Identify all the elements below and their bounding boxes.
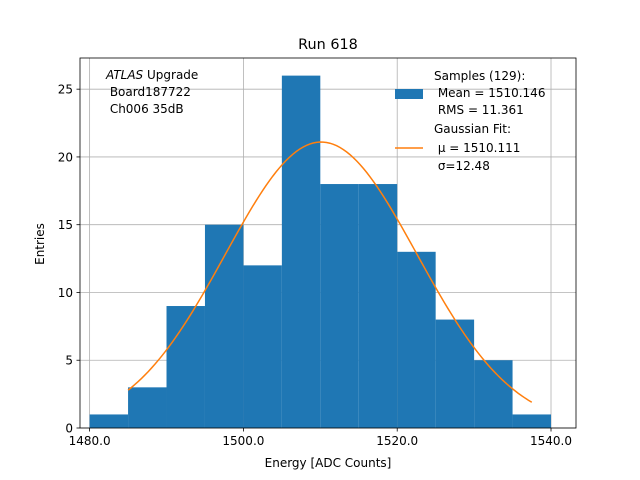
plot-frame: [79, 57, 577, 429]
annotation-upgrade: Upgrade: [143, 68, 198, 82]
histogram-bar: [89, 414, 129, 428]
annotation-atlas: ATLAS: [105, 68, 144, 82]
legend-samples-line-2: Mean = 1510.146: [434, 86, 545, 100]
histogram-bar: [512, 414, 552, 428]
annotation-box: ATLAS Upgrade Board187722 Ch006 35dB: [105, 68, 198, 116]
legend-samples-line-1: Samples (129):: [434, 69, 525, 83]
y-tick-label: 10: [58, 286, 73, 300]
axes: 1480.0 1500.0 1520.0 1540.0 0 5 10 15 20 25: [58, 57, 577, 448]
histogram-bar: [204, 224, 244, 428]
y-tick-label: 25: [58, 83, 73, 97]
x-axis-label: Energy [ADC Counts]: [265, 456, 392, 470]
x-tick-label: 1480.0: [69, 434, 111, 448]
y-axis-label: Entries: [33, 223, 47, 265]
histogram-bar: [397, 251, 436, 428]
annotation-line-1: ATLAS Upgrade: [105, 68, 198, 82]
y-tick-label: 15: [58, 218, 73, 232]
legend: Samples (129): Mean = 1510.146 RMS = 11.…: [395, 69, 545, 173]
legend-fit-line-2: μ = 1510.111: [434, 141, 520, 155]
gaussian-fit: [127, 141, 533, 403]
histogram-bar: [320, 184, 359, 428]
x-tick-label: 1520.0: [376, 434, 418, 448]
histogram-bar: [243, 265, 282, 428]
gaussian-fit-curve: [127, 141, 533, 403]
histogram-bar: [166, 306, 205, 428]
x-tick-label: 1540.0: [530, 434, 572, 448]
histogram-bar: [128, 387, 167, 428]
annotation-line-3: Ch006 35dB: [106, 102, 184, 116]
y-tick-label: 5: [65, 354, 73, 368]
histogram-bar: [435, 319, 475, 428]
legend-samples-swatch: [395, 89, 423, 99]
histogram-bar: [281, 75, 321, 428]
legend-samples-line-3: RMS = 11.361: [434, 103, 524, 117]
histogram-bar: [358, 184, 398, 428]
chart-title: Run 618: [298, 37, 358, 53]
legend-fit-line-1: Gaussian Fit:: [434, 122, 511, 136]
legend-fit-line-3: σ=12.48: [434, 159, 490, 173]
y-tick-label: 20: [58, 150, 73, 164]
annotation-line-2: Board187722: [106, 85, 191, 99]
x-tick-label: 1500.0: [222, 434, 264, 448]
y-tick-label: 0: [65, 422, 73, 436]
